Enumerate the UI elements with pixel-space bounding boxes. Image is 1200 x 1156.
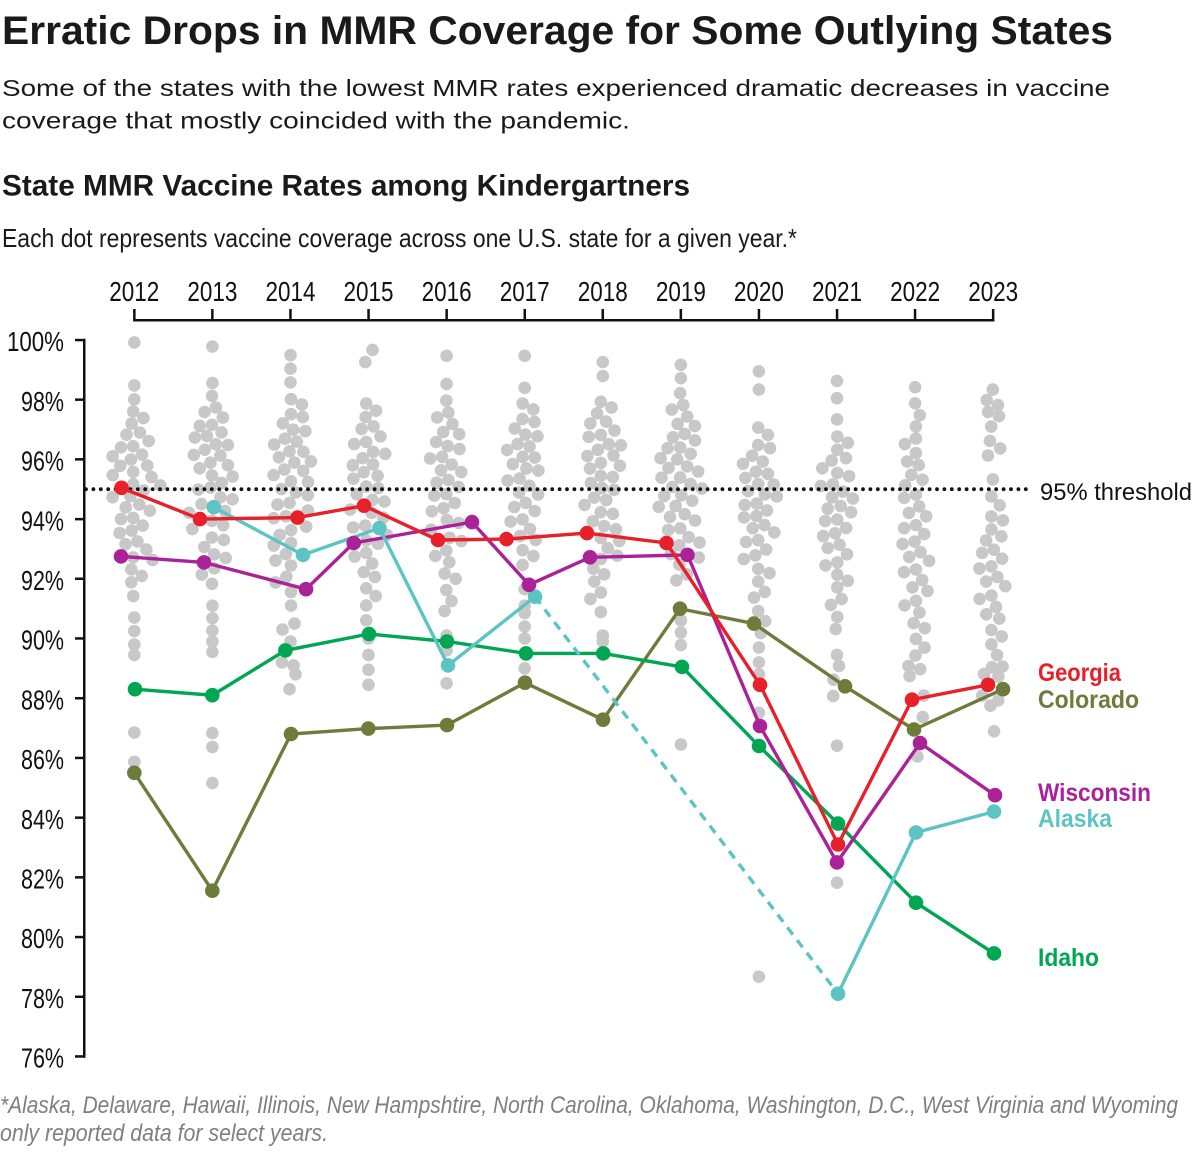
svg-text:Alaska: Alaska <box>1038 805 1113 833</box>
svg-text:2021: 2021 <box>812 276 862 307</box>
svg-text:80%: 80% <box>21 923 64 954</box>
svg-text:2013: 2013 <box>187 276 237 307</box>
svg-text:2023: 2023 <box>968 276 1018 307</box>
svg-text:coverage that mostly coincided: coverage that mostly coincided with the … <box>2 108 630 134</box>
svg-text:Georgia: Georgia <box>1038 659 1122 687</box>
svg-text:100%: 100% <box>7 326 64 357</box>
svg-text:78%: 78% <box>21 983 64 1014</box>
svg-text:84%: 84% <box>21 804 64 835</box>
svg-text:2018: 2018 <box>578 276 628 307</box>
svg-text:Each dot represents vaccine co: Each dot represents vaccine coverage acr… <box>2 223 797 253</box>
svg-text:94%: 94% <box>21 505 64 536</box>
svg-text:98%: 98% <box>21 386 64 417</box>
svg-text:2012: 2012 <box>109 276 159 307</box>
svg-text:Colorado: Colorado <box>1038 686 1139 714</box>
svg-text:2017: 2017 <box>500 276 550 307</box>
svg-text:76%: 76% <box>21 1043 64 1074</box>
svg-text:2020: 2020 <box>734 276 784 307</box>
svg-text:2015: 2015 <box>344 276 394 307</box>
svg-text:86%: 86% <box>21 744 64 775</box>
svg-text:*Alaska, Delaware, Hawaii, Ill: *Alaska, Delaware, Hawaii, Illinois, New… <box>0 1092 1179 1119</box>
svg-text:Idaho: Idaho <box>1038 944 1099 972</box>
svg-text:Some of the states with the lo: Some of the states with the lowest MMR r… <box>2 75 1110 101</box>
svg-text:2016: 2016 <box>422 276 472 307</box>
svg-text:State MMR Vaccine Rates among: State MMR Vaccine Rates among Kindergart… <box>2 170 690 203</box>
svg-text:96%: 96% <box>21 446 64 477</box>
svg-text:2014: 2014 <box>266 276 316 307</box>
svg-text:95% threshold: 95% threshold <box>1040 479 1192 506</box>
svg-text:Erratic Drops in MMR Coverage: Erratic Drops in MMR Coverage for Some O… <box>2 9 1113 53</box>
svg-text:88%: 88% <box>21 684 64 715</box>
svg-text:82%: 82% <box>21 864 64 895</box>
svg-text:92%: 92% <box>21 565 64 596</box>
svg-text:90%: 90% <box>21 625 64 656</box>
svg-text:Wisconsin: Wisconsin <box>1038 779 1151 807</box>
svg-text:2022: 2022 <box>890 276 940 307</box>
svg-text:only reported data for select: only reported data for select years. <box>0 1120 328 1147</box>
svg-text:2019: 2019 <box>656 276 706 307</box>
